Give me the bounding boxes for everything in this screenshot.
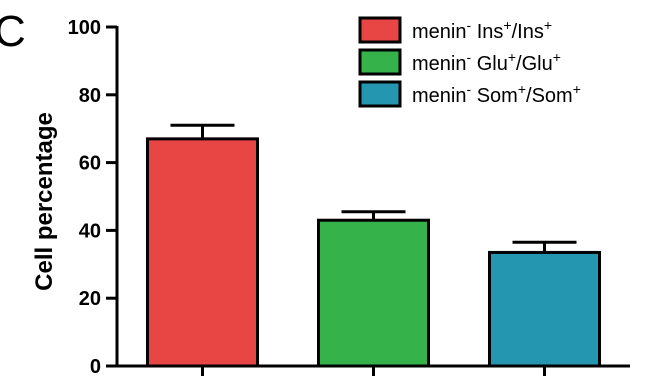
legend: menin- Ins+/Ins+ menin- Glu+/Glu+ menin- S… bbox=[358, 16, 581, 108]
panel-letter: C bbox=[0, 7, 26, 56]
legend-swatch bbox=[358, 48, 402, 76]
bar bbox=[146, 137, 259, 368]
bar bbox=[488, 250, 601, 368]
legend-swatch bbox=[358, 80, 402, 108]
bar bbox=[317, 218, 430, 368]
y-tick-label: 80 bbox=[79, 85, 101, 107]
y-tick-label: 60 bbox=[79, 153, 101, 175]
legend-label: menin- Som+/Som+ bbox=[412, 81, 581, 107]
y-tick-label: 40 bbox=[79, 220, 101, 242]
y-axis-label: Cell percentage bbox=[31, 112, 58, 291]
legend-label: menin- Glu+/Glu+ bbox=[412, 49, 561, 75]
y-tick-label: 100 bbox=[68, 17, 101, 39]
bars-group bbox=[146, 137, 601, 368]
y-tick-label: 0 bbox=[90, 356, 101, 377]
legend-label: menin- Ins+/Ins+ bbox=[412, 17, 552, 43]
y-axis: 0 20 40 60 80 100 bbox=[68, 17, 119, 377]
error-bars-group bbox=[170, 123, 577, 253]
y-tick-label: 20 bbox=[79, 288, 101, 310]
legend-swatch bbox=[358, 16, 402, 44]
